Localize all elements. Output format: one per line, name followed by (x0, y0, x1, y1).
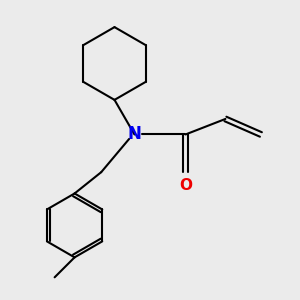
Text: O: O (179, 178, 192, 193)
Text: N: N (128, 125, 141, 143)
